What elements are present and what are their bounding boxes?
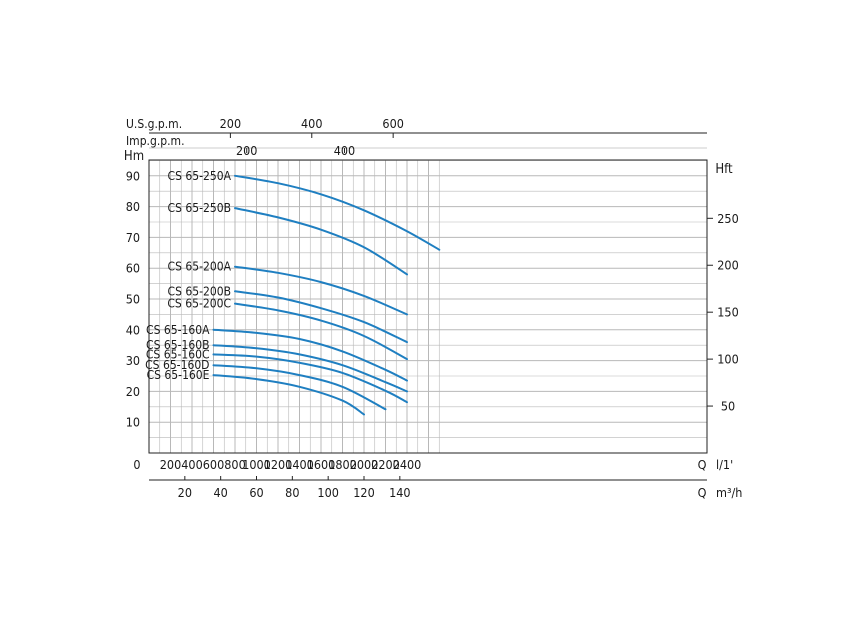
x-q-symbol: Q: [698, 457, 707, 472]
impgpm-tick-label: 200: [236, 143, 257, 158]
x-tick-label: 2200: [371, 457, 400, 472]
x-tick-label: 1800: [328, 457, 357, 472]
curve-label-cs-65-160a: CS 65-160A: [146, 323, 210, 337]
usgpm-tick-label: 600: [382, 116, 403, 131]
x-tick-label: 2400: [393, 457, 422, 472]
curve-label-cs-65-200b: CS 65-200B: [168, 284, 231, 298]
x-tick-label: 1000: [242, 457, 271, 472]
m3h-tick-label: 20: [178, 485, 192, 500]
curve-cs-65-200b: [234, 290, 408, 344]
usgpm-tick-label: 400: [301, 116, 322, 131]
y-tick-label: 70: [126, 230, 140, 245]
usgpm-axis-label: U.S.g.p.m.: [126, 117, 182, 131]
y-tick-label: 40: [126, 322, 140, 337]
m3h-tick-label: 80: [285, 485, 299, 500]
m3h-tick-label: 100: [317, 485, 338, 500]
right-tick-label: 150: [717, 305, 738, 320]
curve-cs-65-160e: [212, 374, 365, 416]
y-tick-label: 50: [126, 292, 140, 307]
curve-label-cs-65-200c: CS 65-200C: [167, 297, 231, 311]
y-tick-label: 10: [126, 415, 140, 430]
curve-cs-65-160d: [212, 364, 387, 411]
x-tick-label: 1400: [285, 457, 314, 472]
y-tick-label: 90: [126, 168, 140, 183]
curve-cs-65-160c: [212, 353, 408, 404]
curve-cs-65-200a: [234, 265, 408, 316]
curve-label-cs-65-160e: CS 65-160E: [147, 368, 210, 382]
curve-cs-65-200c: [234, 302, 408, 361]
impgpm-axis-label: Imp.g.p.m.: [126, 134, 185, 148]
impgpm-tick-label: 400: [334, 143, 355, 158]
curve-label-cs-65-160c: CS 65-160C: [146, 347, 210, 361]
x-tick-label: 1200: [264, 457, 293, 472]
y-tick-label: 30: [126, 353, 140, 368]
y-tick-label: 80: [126, 199, 140, 214]
curve-cs-65-160b: [212, 344, 408, 393]
curve-label-cs-65-160b: CS 65-160B: [146, 338, 209, 352]
m3h-unit-label: m³/h: [716, 485, 742, 500]
x-unit-label: l/1': [716, 457, 733, 472]
right-axis-label: Hft: [715, 162, 733, 177]
curve-label-cs-65-200a: CS 65-200A: [168, 260, 232, 274]
m3h-tick-label: 60: [249, 485, 263, 500]
curve-cs-65-250b: [234, 207, 408, 276]
plot-frame: [148, 159, 708, 454]
curve-label-cs-65-160d: CS 65-160D: [145, 358, 209, 372]
x-tick-label: 200: [160, 457, 181, 472]
right-tick-label: 200: [717, 258, 738, 273]
x-tick-label: 800: [224, 457, 245, 472]
m3h-q-symbol: Q: [698, 485, 707, 500]
right-tick-label: 100: [717, 352, 738, 367]
curve-label-cs-65-250a: CS 65-250A: [168, 169, 232, 183]
x-tick-label: 600: [203, 457, 224, 472]
y-tick-label: 20: [126, 384, 140, 399]
curve-cs-65-160a: [212, 328, 408, 382]
right-tick-label: 250: [717, 211, 738, 226]
curve-cs-65-250a: [234, 174, 441, 251]
x-tick-label: 1600: [307, 457, 336, 472]
curve-label-cs-65-250b: CS 65-250B: [168, 201, 231, 215]
m3h-tick-label: 140: [389, 485, 410, 500]
x-tick-label: 400: [181, 457, 202, 472]
y-axis-label: Hm: [124, 149, 144, 164]
x-tick-label: 2000: [350, 457, 379, 472]
usgpm-tick-label: 200: [220, 116, 241, 131]
y-tick-label: 60: [126, 261, 140, 276]
m3h-tick-label: 40: [214, 485, 228, 500]
m3h-tick-label: 120: [353, 485, 374, 500]
x-tick-label: 0: [133, 457, 140, 472]
curves: [212, 174, 441, 416]
right-tick-label: 50: [721, 399, 735, 414]
